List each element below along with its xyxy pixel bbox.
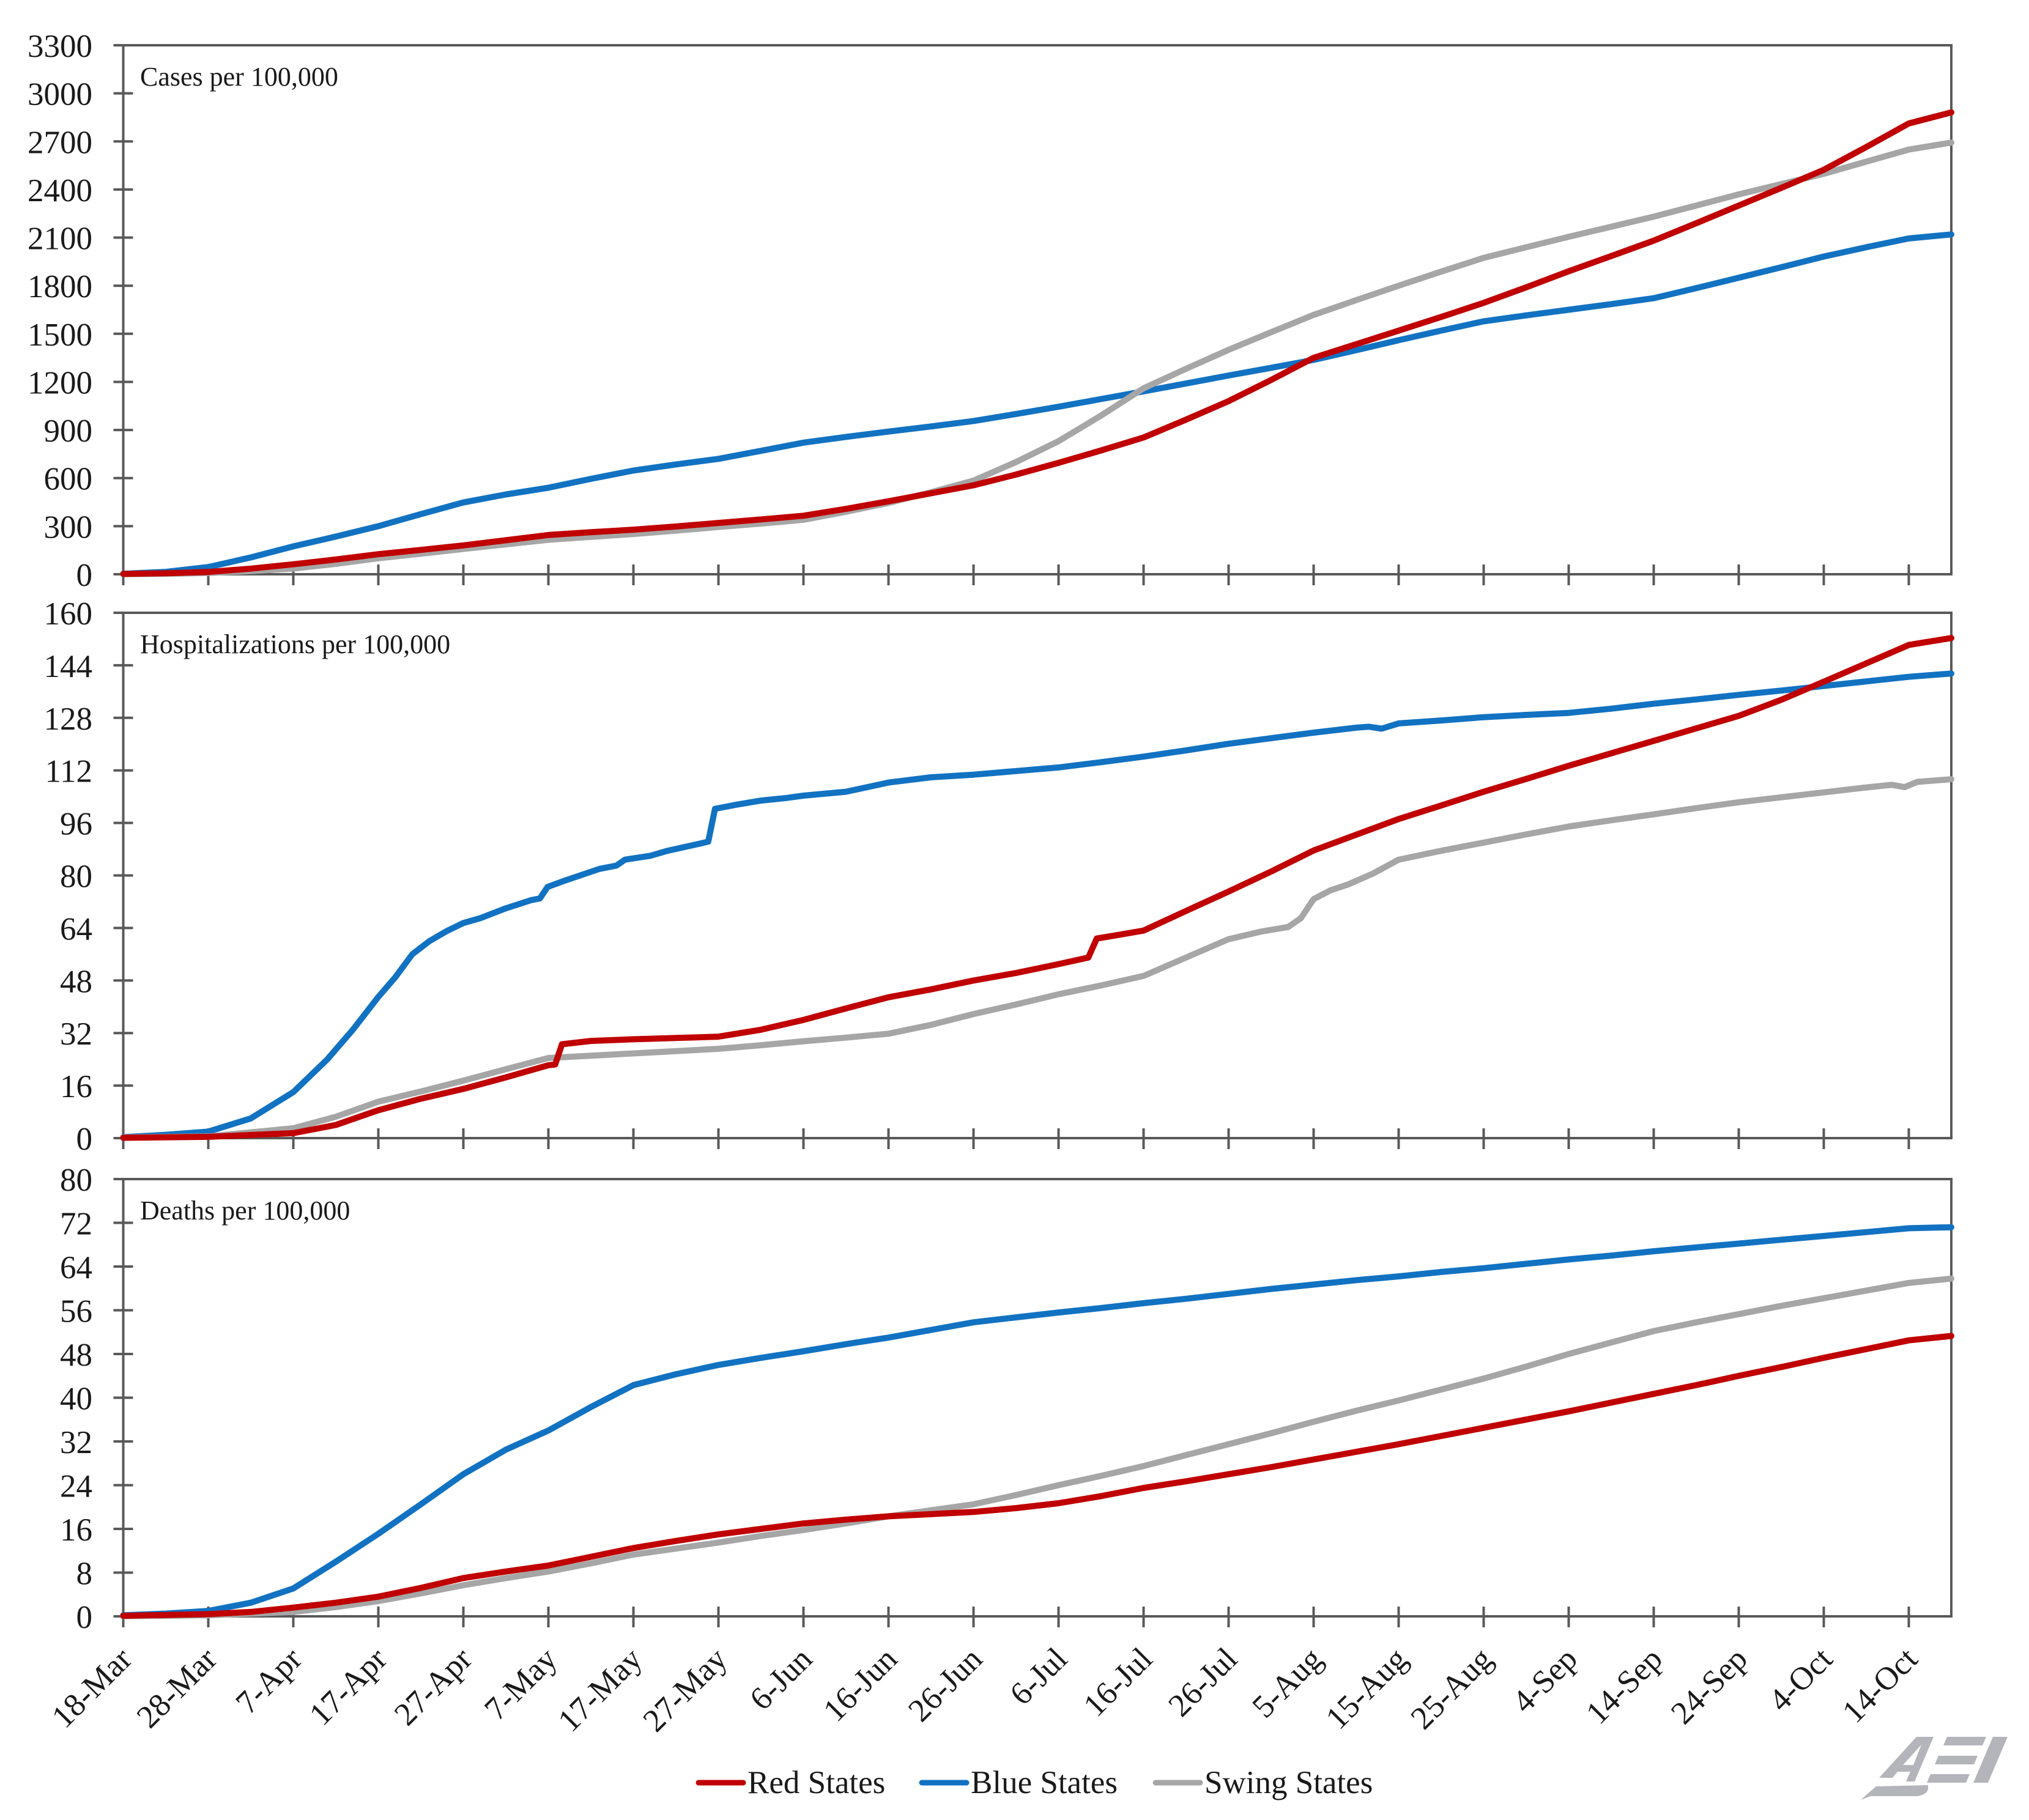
svg-text:2400: 2400 (28, 173, 92, 209)
svg-text:Cases per 100,000: Cases per 100,000 (140, 62, 338, 92)
svg-text:300: 300 (44, 509, 93, 545)
svg-text:Hospitalizations per 100,000: Hospitalizations per 100,000 (140, 629, 450, 659)
svg-text:48: 48 (60, 964, 92, 999)
svg-text:16: 16 (60, 1512, 92, 1548)
svg-text:2100: 2100 (28, 221, 92, 257)
svg-text:900: 900 (44, 413, 93, 449)
svg-text:64: 64 (60, 1250, 92, 1285)
svg-text:Red States: Red States (747, 1765, 885, 1800)
svg-text:1800: 1800 (28, 269, 92, 305)
svg-text:0: 0 (76, 1122, 93, 1157)
svg-text:1200: 1200 (28, 366, 92, 401)
svg-text:64: 64 (60, 911, 92, 947)
svg-text:96: 96 (60, 807, 92, 842)
svg-text:8: 8 (76, 1556, 93, 1592)
svg-text:3300: 3300 (28, 29, 92, 64)
svg-text:Deaths per 100,000: Deaths per 100,000 (140, 1196, 350, 1226)
svg-text:16: 16 (60, 1069, 92, 1104)
svg-text:56: 56 (60, 1294, 92, 1330)
svg-text:32: 32 (60, 1425, 92, 1460)
svg-text:80: 80 (60, 859, 92, 895)
svg-text:Blue States: Blue States (971, 1765, 1118, 1800)
svg-text:32: 32 (60, 1016, 92, 1052)
svg-text:112: 112 (45, 754, 92, 790)
svg-text:160: 160 (44, 596, 93, 632)
svg-text:24: 24 (60, 1469, 92, 1504)
svg-text:72: 72 (60, 1207, 92, 1242)
svg-text:128: 128 (44, 701, 93, 737)
svg-text:0: 0 (76, 558, 93, 593)
svg-text:0: 0 (76, 1600, 93, 1635)
svg-text:3000: 3000 (28, 77, 92, 113)
svg-text:144: 144 (44, 649, 93, 684)
svg-text:40: 40 (60, 1382, 92, 1417)
svg-text:80: 80 (60, 1163, 92, 1198)
svg-text:Swing States: Swing States (1204, 1765, 1373, 1800)
svg-text:48: 48 (60, 1337, 92, 1373)
svg-text:600: 600 (44, 462, 93, 497)
svg-text:1500: 1500 (28, 317, 92, 353)
svg-text:2700: 2700 (28, 125, 92, 160)
